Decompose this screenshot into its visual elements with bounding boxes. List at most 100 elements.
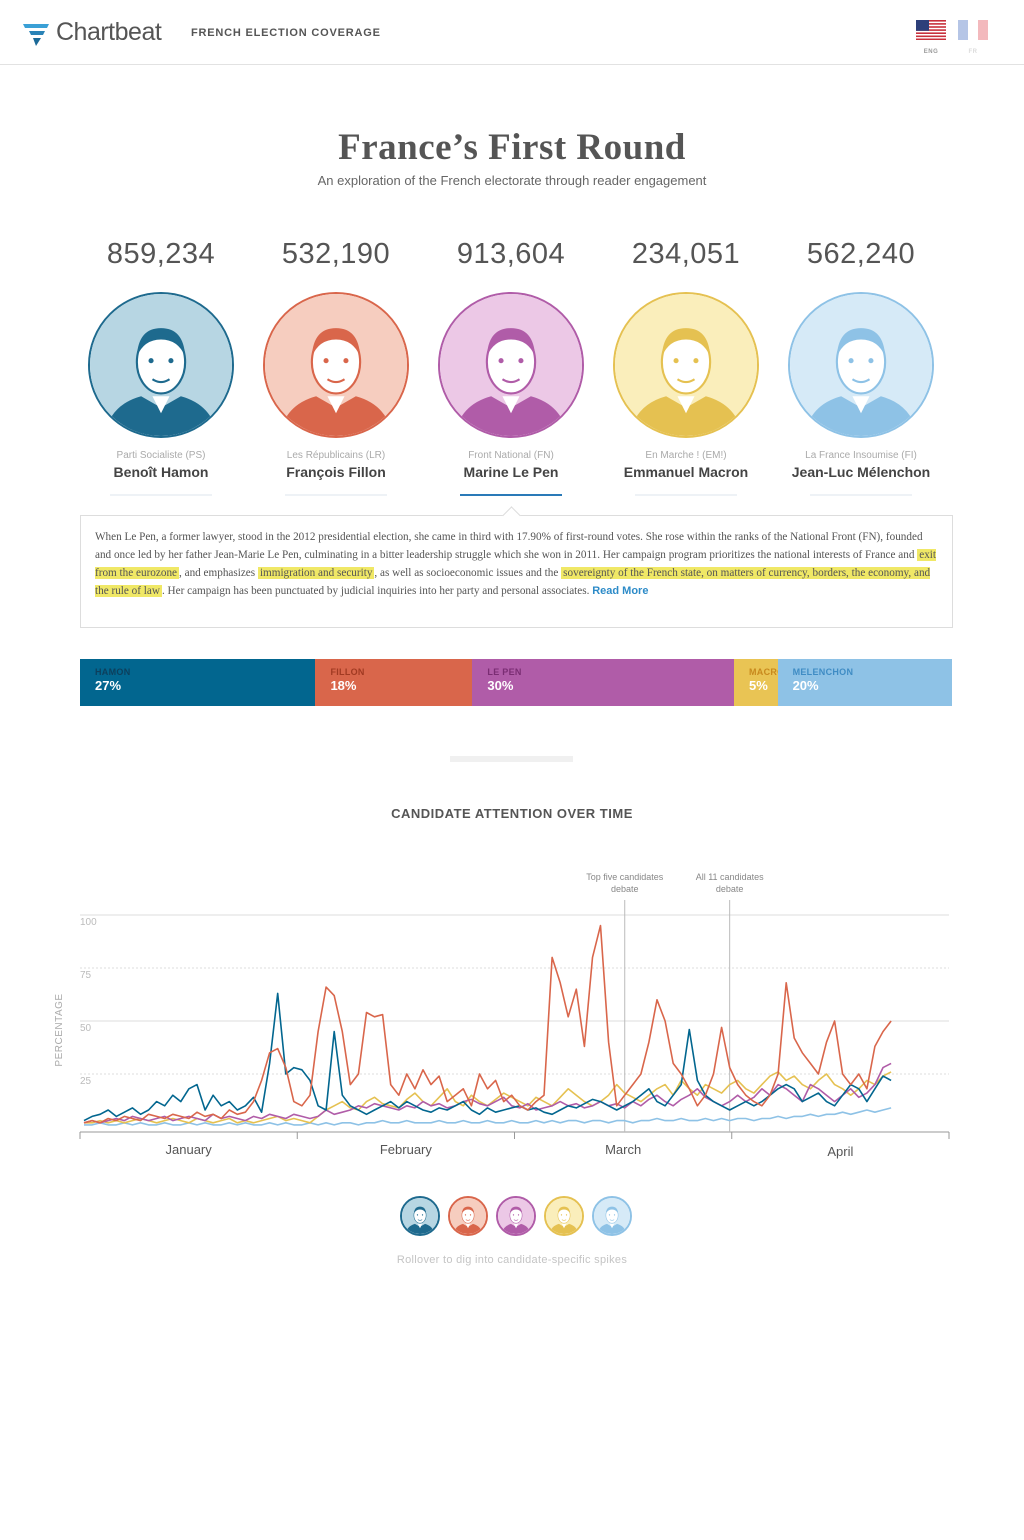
candidate-underline [635, 494, 737, 496]
portrait-illustration [615, 294, 757, 436]
candidate-party: La France Insoumise (FI) [805, 450, 917, 461]
avatar-fillon[interactable] [448, 1196, 488, 1236]
series-line-fillon[interactable] [83, 924, 892, 1124]
chartbeat-logo-icon [23, 23, 49, 46]
share-segment-fillon[interactable]: FILLON 18% [315, 659, 473, 706]
candidate-party: Front National (FN) [468, 450, 554, 461]
month-label: February [380, 1142, 433, 1157]
portrait-illustration [498, 1198, 534, 1234]
candidate-description: When Le Pen, a former lawyer, stood in t… [95, 528, 938, 600]
share-segment-name: MACRON [748, 667, 792, 677]
candidate-name: Jean-Luc Mélenchon [791, 464, 931, 480]
y-axis-label: PERCENTAGE [54, 993, 65, 1066]
candidate-fillon[interactable]: 532,190 Les Républicains (LR) François F… [248, 238, 424, 496]
candidate-portrait [263, 292, 409, 438]
candidate-underline [110, 494, 212, 496]
share-segment-name: HAMON [95, 667, 131, 677]
event-label: debate [611, 884, 639, 894]
event-label: debate [716, 884, 744, 894]
candidate-reader-count: 234,051 [631, 238, 741, 270]
share-segment-melenchon[interactable]: MELENCHON 20% [777, 659, 952, 706]
series-line-hamon[interactable] [83, 992, 892, 1122]
description-text: , as well as socioeconomic issues and th… [374, 567, 562, 579]
share-segment-macron[interactable]: MACRON 5% [733, 659, 792, 706]
avatar-hamon[interactable] [400, 1196, 440, 1236]
candidate-reader-count: 562,240 [806, 238, 916, 270]
language-code-fr: FR [968, 49, 978, 55]
description-text: , and emphasizes [179, 567, 258, 579]
attention-share-bar: HAMON 27% FILLON 18% LE PEN 30% MACRON 5% MELENC… [80, 659, 952, 706]
candidate-reader-count: 532,190 [281, 238, 391, 270]
share-segment-percent: 18% [330, 678, 357, 693]
candidate-portrait [613, 292, 759, 438]
candidate-party: Parti Socialiste (PS) [116, 450, 206, 461]
event-label: Top five candidates [586, 872, 664, 882]
page-title: France’s First Round [338, 127, 686, 168]
rollover-hint: Rollover to dig into candidate-specific … [396, 1254, 628, 1266]
candidate-name: Benoît Hamon [113, 464, 209, 480]
portrait-illustration [440, 294, 582, 436]
y-tick-label: 75 [80, 970, 92, 981]
candidate-le-pen[interactable]: 913,604 Front National (FN) Marine Le Pe… [423, 238, 599, 496]
language-english-button[interactable]: ENG [915, 20, 947, 55]
share-segment-percent: 20% [792, 678, 819, 693]
event-label: All 11 candidates [696, 872, 764, 882]
candidate-underline-active [460, 494, 562, 496]
portrait-illustration [594, 1198, 630, 1234]
candidate-macron[interactable]: 234,051 En Marche ! (EM!) Emmanuel Macro… [598, 238, 774, 496]
candidate-portrait [438, 292, 584, 438]
brand-name: Chartbeat [56, 18, 162, 46]
candidate-filter-avatars [400, 1196, 632, 1236]
chart-title: CANDIDATE ATTENTION OVER TIME [391, 806, 633, 821]
candidate-party: En Marche ! (EM!) [645, 450, 727, 461]
month-label: March [605, 1142, 641, 1157]
share-segment-name: MELENCHON [792, 667, 854, 677]
section-divider [450, 756, 573, 762]
candidate-reader-count: 913,604 [456, 238, 566, 270]
portrait-illustration [450, 1198, 486, 1234]
avatar-melenchon[interactable] [592, 1196, 632, 1236]
avatar-le-pen[interactable] [496, 1196, 536, 1236]
portrait-illustration [90, 294, 232, 436]
attention-line-chart: PERCENTAGE 25 50 75 100 January February March A… [54, 872, 950, 1159]
page-subtitle: An exploration of the French electorate … [317, 173, 707, 188]
language-french-button[interactable]: FR [957, 20, 989, 55]
series-line-m-lenchon[interactable] [84, 1107, 892, 1126]
candidate-list: 859,234 Parti Socialiste (PS) Benoît Ham… [73, 238, 949, 500]
candidate-name: Marine Le Pen [463, 464, 559, 480]
portrait-illustration [546, 1198, 582, 1234]
read-more-link[interactable]: Read More [592, 585, 649, 597]
section-label: FRENCH ELECTION COVERAGE [191, 27, 381, 39]
language-code-eng: ENG [923, 49, 939, 55]
portrait-illustration [265, 294, 407, 436]
portrait-illustration [402, 1198, 438, 1234]
series-line-macron[interactable] [84, 1071, 892, 1124]
share-segment-percent: 27% [95, 678, 122, 693]
month-label: April [827, 1144, 853, 1159]
chartbeat-logo[interactable]: Chartbeat [22, 18, 162, 47]
candidate-description-box: When Le Pen, a former lawyer, stood in t… [80, 515, 953, 628]
y-tick-label: 25 [80, 1076, 92, 1087]
y-tick-label: 100 [80, 917, 97, 928]
share-segment-le-pen[interactable]: LE PEN 30% [472, 659, 734, 706]
france-flag-icon [958, 20, 988, 40]
highlight-immigration: immigration and security [257, 567, 375, 579]
share-segment-hamon[interactable]: HAMON 27% [80, 659, 316, 706]
candidate-melenchon[interactable]: 562,240 La France Insoumise (FI) Jean-Lu… [773, 238, 949, 496]
candidate-portrait [88, 292, 234, 438]
description-text: When Le Pen, a former lawyer, stood in t… [95, 531, 923, 561]
share-segment-percent: 5% [748, 678, 768, 693]
us-flag-icon [916, 20, 946, 40]
y-tick-label: 50 [80, 1023, 92, 1034]
share-segment-name: LE PEN [487, 667, 522, 677]
avatar-macron[interactable] [544, 1196, 584, 1236]
description-text: . Her campaign has been punctuated by ju… [161, 585, 593, 597]
candidate-underline [285, 494, 387, 496]
candidate-hamon[interactable]: 859,234 Parti Socialiste (PS) Benoît Ham… [73, 238, 249, 496]
candidate-name: François Fillon [286, 464, 386, 480]
top-navigation-bar: Chartbeat FRENCH ELECTION COVERAGE ENG F… [0, 0, 1024, 65]
candidate-portrait [788, 292, 934, 438]
share-segment-percent: 30% [487, 678, 514, 693]
share-segment-name: FILLON [330, 667, 365, 677]
month-label: January [166, 1142, 213, 1157]
